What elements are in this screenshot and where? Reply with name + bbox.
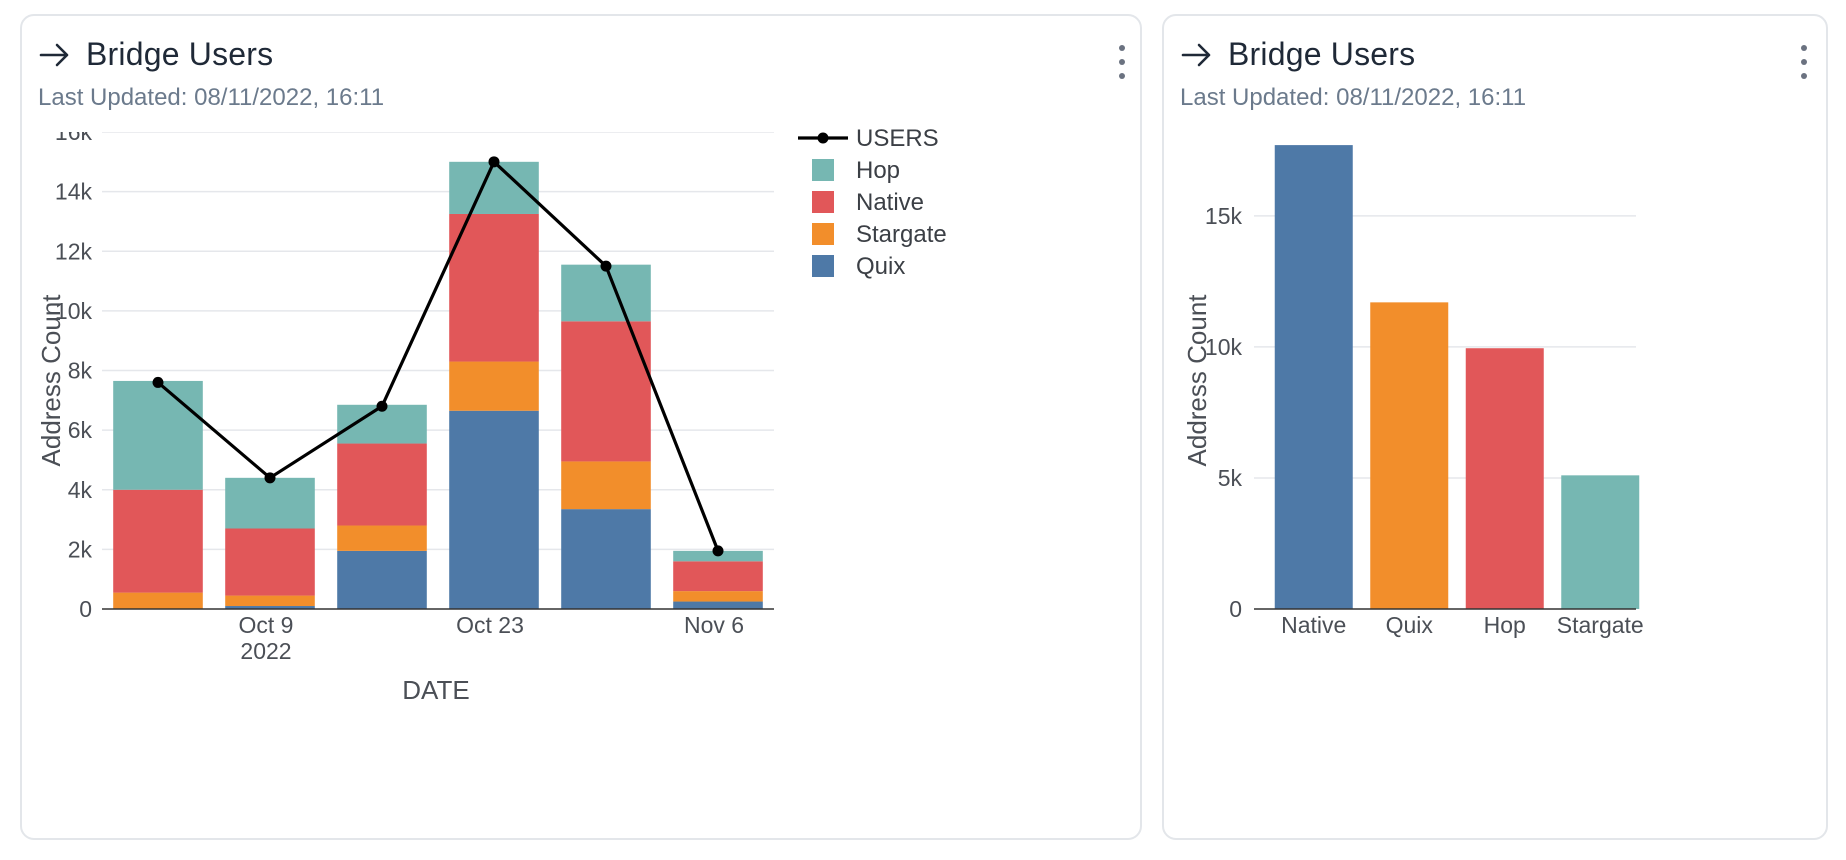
more-menu-icon[interactable]: [1792, 42, 1816, 82]
y-tick-label: 0: [1229, 596, 1242, 622]
legend-marker-users: [817, 132, 829, 144]
bar-chart-card: Bridge Users Last Updated: 08/11/2022, 1…: [1162, 14, 1828, 840]
legend-label-stargate: Stargate: [856, 221, 947, 248]
y-tick-label: 8k: [68, 358, 93, 384]
bar-segment-quix: [449, 410, 539, 609]
bar-chart: 0 5k 10k 15k Native Quix Hop Stargate Address Co…: [1182, 145, 1644, 638]
bar-segment-stargate: [449, 361, 539, 411]
card-title: Bridge Users: [86, 36, 274, 72]
x-tick-label: Oct 9: [239, 612, 294, 638]
bar-segment-native: [673, 561, 763, 592]
plot-area: 0 2k 4k 6k 8k 10k 12k 14k 16k: [55, 119, 774, 622]
users-point: [376, 400, 388, 412]
bar-segment-hop: [561, 264, 651, 322]
users-point: [488, 156, 500, 168]
y-tick-label: 16k: [55, 119, 93, 145]
x-tick-label: Quix: [1386, 612, 1434, 638]
x-axis-title: DATE: [402, 675, 469, 705]
y-tick-label: 14k: [55, 179, 93, 205]
users-line: [156, 159, 720, 552]
card-header: Bridge Users: [38, 36, 273, 73]
bar-segment-stargate: [225, 595, 315, 607]
y-tick-label: 2k: [68, 536, 93, 562]
legend-swatch-quix: [812, 255, 834, 277]
users-point: [264, 472, 276, 484]
arrow-right-icon[interactable]: [38, 38, 72, 72]
legend-label-hop: Hop: [856, 157, 900, 184]
bar-segment-quix: [673, 601, 763, 609]
legend-label-users: USERS: [856, 125, 939, 152]
users-point: [712, 545, 724, 557]
x-tick-label: Hop: [1484, 612, 1526, 638]
bar-segment-native: [113, 489, 203, 593]
x-tick-label: Nov 6: [684, 612, 744, 638]
legend-swatch-stargate: [812, 223, 834, 245]
legend-swatch-native: [812, 191, 834, 213]
last-updated-label: Last Updated: 08/11/2022, 16:11: [1180, 84, 1527, 111]
stacked-bar-line-chart: 0 2k 4k 6k 8k 10k 12k 14k 16k Oct 9 Oct 23 Nov 6 202…: [36, 119, 947, 705]
bar-segment-native: [449, 213, 539, 362]
y-tick-label: 4k: [68, 477, 93, 503]
last-updated-label: Last Updated: 08/11/2022, 16:11: [38, 84, 385, 111]
bar-segment-stargate: [673, 591, 763, 602]
y-tick-label: 12k: [55, 238, 93, 264]
bar-segment-native: [337, 443, 427, 526]
bar-segment-stargate: [113, 592, 203, 609]
x-tick-label: Stargate: [1557, 612, 1644, 638]
arrow-right-icon[interactable]: [1180, 38, 1214, 72]
bar-segment-quix: [561, 509, 651, 609]
bar-segment-quix: [337, 550, 427, 609]
card-title: Bridge Users: [1228, 36, 1416, 72]
x-tick-year: 2022: [240, 638, 291, 664]
legend-label-native: Native: [856, 189, 924, 216]
bar-hop: [1465, 348, 1544, 609]
bar-stargate: [1561, 475, 1640, 609]
y-tick-label: 10k: [55, 298, 93, 324]
bar-segment-hop: [113, 380, 203, 490]
legend: USERS Hop Native Stargate Quix: [798, 125, 947, 280]
bar-quix: [1370, 302, 1449, 609]
y-tick-label: 5k: [1218, 465, 1243, 491]
bar-segment-native: [225, 528, 315, 596]
y-axis-title: Address Count: [1182, 294, 1212, 467]
bar-segment-quix: [225, 606, 315, 609]
bar-segment-hop: [449, 161, 539, 214]
y-tick-label: 0: [79, 596, 92, 622]
bar-segment-stargate: [561, 461, 651, 510]
y-tick-label: 10k: [1205, 334, 1243, 360]
x-tick-label: Oct 23: [456, 612, 524, 638]
y-tick-label: 15k: [1205, 203, 1243, 229]
stacked-chart-card: Bridge Users Last Updated: 08/11/2022, 1…: [20, 14, 1142, 840]
bar-segment-hop: [225, 477, 315, 529]
x-tick-label: Native: [1281, 612, 1346, 638]
legend-label-quix: Quix: [856, 253, 905, 280]
bar-segment-stargate: [337, 525, 427, 551]
users-point: [600, 260, 612, 272]
legend-swatch-hop: [812, 159, 834, 181]
users-point: [152, 376, 164, 388]
more-menu-icon[interactable]: [1110, 42, 1134, 82]
y-tick-label: 6k: [68, 417, 93, 443]
card-header: Bridge Users: [1180, 36, 1415, 73]
bar-native: [1274, 145, 1353, 609]
y-axis-title: Address Count: [36, 294, 66, 467]
